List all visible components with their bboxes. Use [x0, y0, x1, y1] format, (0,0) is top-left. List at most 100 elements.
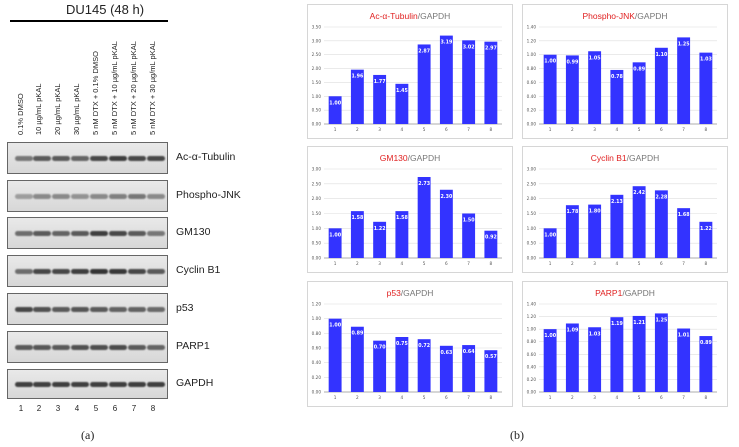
- bar: [654, 313, 668, 392]
- chart-title-reference: /GAPDH: [634, 11, 668, 21]
- y-tick-label: 1.20: [312, 302, 322, 307]
- y-tick-label: 0.40: [527, 364, 537, 369]
- lane-label: 5 nM DTX + 10 µg/mL pKAL: [110, 41, 119, 135]
- protein-band: [90, 307, 108, 312]
- x-tick-label: 5: [638, 127, 641, 132]
- lane-label: 0.1% DMSO: [16, 93, 25, 135]
- x-tick-label: 4: [401, 395, 404, 400]
- bar-value-label: 1.78: [566, 209, 578, 215]
- blot-strip: [7, 180, 168, 212]
- x-tick-label: 1: [549, 127, 552, 132]
- bar: [373, 221, 387, 258]
- bar-chart-cyclin-b1: 0.00 0.50 1.00 1.50 2.00 2.50 3.00 1.00 1 1.78 2 1.…: [527, 167, 717, 266]
- y-tick-label: 2.50: [312, 52, 322, 57]
- bar: [565, 205, 579, 258]
- bar: [484, 350, 498, 392]
- bar: [417, 339, 431, 392]
- protein-band: [52, 194, 70, 199]
- x-tick-label: 2: [571, 127, 574, 132]
- bar-value-label: 1.68: [678, 212, 690, 218]
- blot-strip: [7, 369, 168, 399]
- bar: [395, 211, 409, 258]
- blot-protein-label: Cyclin B1: [176, 264, 221, 276]
- protein-band: [128, 307, 146, 312]
- protein-band: [147, 156, 165, 161]
- y-tick-label: 0.00: [312, 256, 322, 261]
- lane-number: 4: [74, 404, 80, 413]
- bar: [417, 177, 431, 258]
- bar: [677, 37, 691, 125]
- x-tick-label: 2: [356, 395, 359, 400]
- bar-value-label: 1.58: [396, 215, 408, 221]
- blot-protein-label: Ac-α-Tubulin: [176, 151, 236, 163]
- x-tick-label: 4: [616, 261, 619, 266]
- bar: [439, 345, 453, 392]
- x-tick-label: 1: [549, 395, 552, 400]
- protein-band: [71, 231, 89, 236]
- y-tick-label: 2.50: [527, 181, 537, 186]
- y-tick-label: 1.50: [527, 211, 537, 216]
- bar-value-label: 1.22: [700, 226, 712, 232]
- y-tick-label: 3.00: [312, 38, 322, 43]
- protein-band: [15, 231, 33, 236]
- x-tick-label: 8: [705, 395, 708, 400]
- lane-number: 6: [112, 404, 118, 413]
- bar: [543, 54, 557, 124]
- blot-protein-label: p53: [176, 302, 194, 314]
- bar-value-label: 0.57: [485, 354, 497, 360]
- protein-band: [90, 156, 108, 161]
- chart-panel-p53: p53/GAPDH 0.00 0.20 0.40 0.60 0.80 1.00 1.20 1.…: [307, 281, 513, 407]
- protein-band: [147, 269, 165, 274]
- bar-value-label: 2.30: [440, 194, 452, 200]
- bar-value-label: 0.70: [374, 345, 386, 351]
- y-tick-label: 0.00: [312, 122, 322, 127]
- bar: [677, 328, 691, 392]
- bar-value-label: 1.05: [589, 55, 601, 61]
- y-tick-label: 0.00: [312, 390, 322, 395]
- chart-panel-parp1: PARP1/GAPDH 0.00 0.20 0.40 0.60 0.80 1.00 1.20…: [522, 281, 728, 407]
- lane-label: 5 nM DTX + 20 µg/mL pKAL: [129, 41, 138, 135]
- bar: [677, 208, 691, 258]
- bar-value-label: 1.03: [700, 57, 712, 63]
- blot-protein-label: GAPDH: [176, 377, 214, 389]
- protein-band: [71, 307, 89, 312]
- lane-number: 3: [55, 404, 61, 413]
- bar-value-label: 1.10: [655, 52, 667, 58]
- protein-band: [109, 307, 127, 312]
- bar-value-label: 2.42: [633, 190, 645, 196]
- y-tick-label: 1.00: [312, 226, 322, 231]
- x-tick-label: 3: [593, 395, 596, 400]
- x-tick-label: 4: [616, 127, 619, 132]
- blot-protein-label: PARP1: [176, 340, 210, 352]
- x-tick-label: 6: [660, 261, 663, 266]
- bar: [588, 51, 602, 124]
- lane-label: 10 µg/mL pKAL: [34, 83, 43, 135]
- protein-band: [147, 382, 165, 387]
- chart-title: PARP1/GAPDH: [523, 288, 727, 298]
- protein-band: [52, 156, 70, 161]
- y-tick-label: 0.00: [527, 256, 537, 261]
- y-tick-label: 0.50: [312, 108, 322, 113]
- x-tick-label: 1: [334, 261, 337, 266]
- protein-band: [147, 194, 165, 199]
- protein-band: [90, 231, 108, 236]
- bar-value-label: 0.92: [485, 235, 497, 241]
- bar: [543, 329, 557, 392]
- chart-panel-phospho-jnk: Phospho-JNK/GAPDH 0.00 0.20 0.40 0.60 0.80 1.…: [522, 4, 728, 139]
- blot-strip: [7, 217, 168, 249]
- protein-band: [52, 269, 70, 274]
- lane-label: 5 nM DTX + 30 µg/mL pKAL: [148, 41, 157, 135]
- bar: [610, 69, 624, 124]
- bar: [588, 327, 602, 392]
- blot-protein-label: GM130: [176, 226, 211, 238]
- bar-value-label: 1.01: [678, 333, 690, 339]
- y-tick-label: 0.00: [527, 390, 537, 395]
- y-tick-label: 0.20: [527, 108, 537, 113]
- bar-value-label: 3.19: [440, 40, 452, 46]
- y-tick-label: 3.50: [312, 25, 322, 30]
- chart-title-protein: Phospho-JNK: [582, 11, 635, 21]
- x-tick-label: 1: [549, 261, 552, 266]
- protein-band: [109, 269, 127, 274]
- x-tick-label: 3: [593, 127, 596, 132]
- y-tick-label: 3.00: [527, 167, 537, 172]
